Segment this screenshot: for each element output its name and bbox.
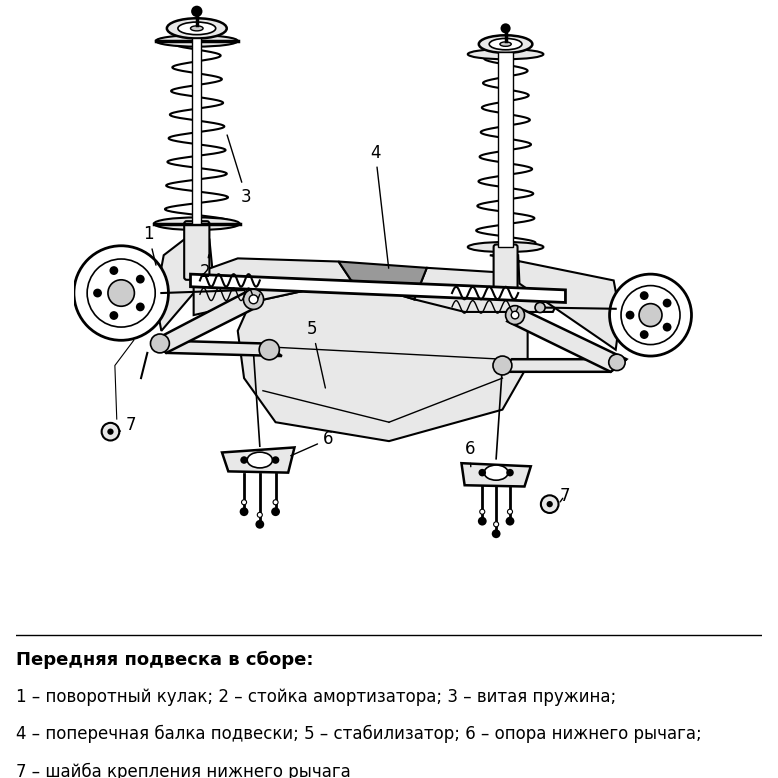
Ellipse shape bbox=[156, 35, 238, 47]
Circle shape bbox=[640, 291, 649, 300]
Ellipse shape bbox=[478, 35, 532, 53]
Circle shape bbox=[535, 303, 545, 313]
Circle shape bbox=[608, 354, 626, 370]
Polygon shape bbox=[238, 280, 527, 441]
Ellipse shape bbox=[154, 217, 240, 230]
Circle shape bbox=[241, 499, 247, 505]
Circle shape bbox=[639, 303, 662, 327]
Circle shape bbox=[610, 274, 692, 356]
Circle shape bbox=[240, 456, 248, 464]
Polygon shape bbox=[153, 293, 260, 353]
Circle shape bbox=[500, 23, 510, 33]
Circle shape bbox=[493, 522, 499, 527]
Text: 1: 1 bbox=[143, 226, 156, 265]
Circle shape bbox=[272, 456, 279, 464]
Polygon shape bbox=[222, 447, 294, 473]
Ellipse shape bbox=[468, 242, 543, 252]
Circle shape bbox=[506, 306, 524, 324]
Circle shape bbox=[663, 323, 671, 331]
Ellipse shape bbox=[484, 465, 508, 480]
Circle shape bbox=[506, 517, 514, 526]
Circle shape bbox=[478, 517, 487, 526]
Circle shape bbox=[255, 520, 265, 529]
Text: Передняя подвеска в сборе:: Передняя подвеска в сборе: bbox=[16, 650, 313, 668]
Circle shape bbox=[478, 469, 486, 476]
Circle shape bbox=[511, 311, 519, 319]
Polygon shape bbox=[507, 309, 626, 372]
Polygon shape bbox=[496, 359, 626, 372]
Circle shape bbox=[108, 280, 135, 307]
Text: 4: 4 bbox=[370, 144, 389, 268]
Circle shape bbox=[258, 513, 262, 517]
Circle shape bbox=[191, 5, 202, 17]
Circle shape bbox=[74, 246, 168, 340]
Polygon shape bbox=[153, 340, 282, 356]
Polygon shape bbox=[194, 258, 351, 315]
Circle shape bbox=[249, 295, 258, 303]
Polygon shape bbox=[159, 240, 212, 331]
Circle shape bbox=[506, 469, 513, 476]
Text: 7: 7 bbox=[119, 415, 136, 434]
Circle shape bbox=[107, 429, 114, 435]
Circle shape bbox=[259, 340, 279, 360]
Circle shape bbox=[110, 311, 118, 320]
Circle shape bbox=[546, 501, 553, 507]
Circle shape bbox=[507, 509, 513, 514]
Circle shape bbox=[136, 303, 145, 311]
Bar bbox=[192, 38, 202, 224]
Circle shape bbox=[150, 334, 170, 353]
Circle shape bbox=[541, 496, 559, 513]
Circle shape bbox=[493, 356, 512, 375]
Ellipse shape bbox=[191, 26, 203, 31]
Circle shape bbox=[136, 275, 145, 283]
FancyBboxPatch shape bbox=[493, 244, 517, 293]
Polygon shape bbox=[414, 268, 566, 312]
Text: 6: 6 bbox=[464, 440, 475, 467]
Text: 7: 7 bbox=[559, 487, 569, 505]
Text: 1 – поворотный кулак; 2 – стойка амортизатора; 3 – витая пружина;: 1 – поворотный кулак; 2 – стойка амортиз… bbox=[16, 688, 616, 706]
Text: 3: 3 bbox=[227, 135, 251, 205]
Text: 7 – шайба крепления нижнего рычага: 7 – шайба крепления нижнего рычага bbox=[16, 762, 350, 778]
Circle shape bbox=[244, 285, 254, 295]
Text: 6: 6 bbox=[291, 430, 333, 456]
Circle shape bbox=[273, 499, 278, 505]
Polygon shape bbox=[490, 255, 618, 350]
Circle shape bbox=[272, 507, 280, 516]
Circle shape bbox=[244, 289, 264, 310]
Ellipse shape bbox=[468, 49, 543, 59]
Circle shape bbox=[663, 299, 671, 307]
Text: 4 – поперечная балка подвески; 5 – стабилизатор; 6 – опора нижнего рычага;: 4 – поперечная балка подвески; 5 – стаби… bbox=[16, 725, 701, 743]
Ellipse shape bbox=[500, 42, 511, 47]
Circle shape bbox=[102, 423, 119, 440]
Bar bbox=[498, 52, 513, 247]
Polygon shape bbox=[191, 274, 566, 303]
Ellipse shape bbox=[489, 38, 522, 50]
Circle shape bbox=[240, 507, 248, 516]
FancyBboxPatch shape bbox=[184, 221, 209, 280]
Circle shape bbox=[93, 289, 102, 297]
Ellipse shape bbox=[247, 452, 272, 468]
Ellipse shape bbox=[166, 18, 226, 38]
Polygon shape bbox=[461, 463, 531, 486]
Circle shape bbox=[87, 259, 155, 327]
Circle shape bbox=[626, 310, 634, 320]
Text: 2: 2 bbox=[200, 255, 211, 282]
Text: 5: 5 bbox=[307, 320, 325, 388]
Circle shape bbox=[621, 286, 680, 345]
Circle shape bbox=[640, 330, 649, 339]
Polygon shape bbox=[338, 261, 427, 300]
Circle shape bbox=[480, 509, 485, 514]
Circle shape bbox=[492, 529, 500, 538]
Circle shape bbox=[110, 266, 118, 275]
Ellipse shape bbox=[178, 22, 216, 35]
